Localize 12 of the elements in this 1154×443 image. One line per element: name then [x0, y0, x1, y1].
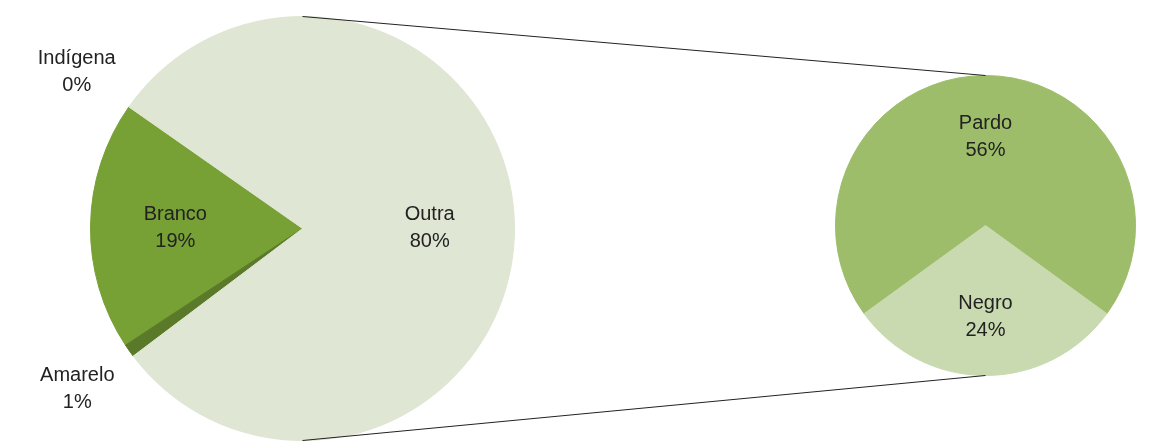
- data-label: 19%: [155, 229, 196, 252]
- data-label: 1%: [62, 390, 92, 413]
- data-label: 56%: [965, 138, 1006, 161]
- slice-label: Negro: [958, 290, 1013, 313]
- category-label: Indígena: [37, 45, 116, 68]
- slice-label: Outra: [404, 201, 456, 224]
- data-label: 24%: [965, 318, 1006, 341]
- slice-label: Amarelo: [40, 362, 115, 385]
- data-label: 80%: [409, 229, 450, 252]
- slice-label: Branco: [143, 201, 207, 224]
- slice-label: Pardo: [958, 110, 1013, 133]
- text: 0%: [62, 73, 92, 96]
